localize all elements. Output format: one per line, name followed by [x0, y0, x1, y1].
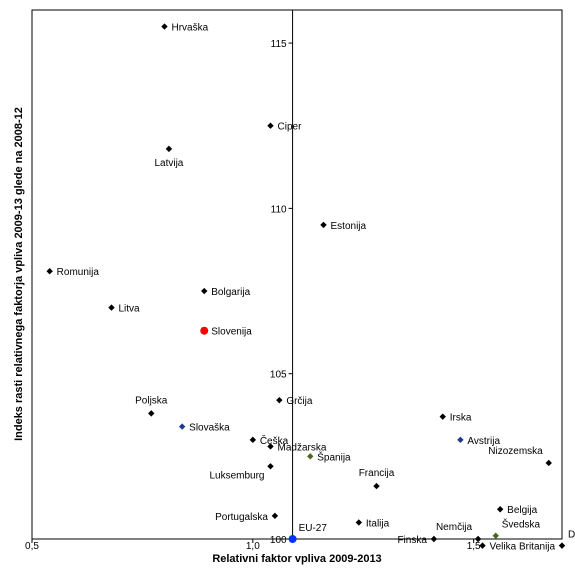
point-group: Velika Britanija [479, 542, 556, 553]
x-tick-label: 1,0 [246, 541, 260, 552]
point-marker [430, 535, 438, 543]
x-tick-label: 1,5 [467, 541, 481, 552]
point-label: Portugalska [215, 512, 268, 523]
point-label: Estonija [331, 221, 367, 232]
point-label: Nemčija [436, 522, 473, 533]
point-marker [496, 506, 504, 513]
point-group: Nizozemska [488, 446, 552, 467]
point-group: Danska [558, 530, 575, 549]
point-label: Litva [119, 304, 141, 315]
point-label: Španija [317, 450, 351, 463]
data-points: Hrvaška Ciper Latvija Estonija Romunija Bolga… [46, 23, 575, 553]
point-label: Latvija [154, 158, 183, 169]
point-group: Slovenija [200, 326, 252, 338]
point-group: Slovaška [178, 423, 230, 434]
point-marker [276, 396, 283, 404]
point-label: Grčija [286, 396, 313, 407]
point-group: Ciper [267, 122, 302, 133]
point-marker [249, 436, 257, 444]
point-marker [457, 436, 464, 444]
point-marker [439, 413, 446, 420]
point-marker [267, 463, 274, 470]
point-marker [355, 519, 363, 526]
point-marker [373, 482, 380, 490]
point-label: Nizozemska [488, 446, 543, 457]
point-marker [479, 542, 486, 549]
point-marker [474, 535, 482, 543]
point-group: Litva [108, 304, 140, 315]
point-marker [201, 287, 208, 295]
point-marker [288, 535, 297, 543]
axes: 0,5 1,0 1,5 100 105 110 115 [25, 10, 562, 552]
point-label: Hrvaška [172, 23, 209, 34]
point-label: EU-27 [299, 523, 328, 534]
point-group: Luksemburg [209, 463, 274, 481]
point-label: Ciper [278, 122, 303, 133]
point-group: Romunija [46, 267, 99, 278]
point-marker [46, 267, 53, 275]
point-marker [307, 453, 314, 460]
point-label: Avstrija [467, 436, 500, 447]
point-label: Velika Britanija [490, 542, 556, 553]
point-marker [161, 23, 168, 30]
x-tick-label: 0,5 [25, 541, 39, 552]
point-marker [178, 423, 186, 430]
point-group: Češka [249, 434, 289, 447]
point-marker [148, 410, 155, 417]
point-group: Finska [397, 535, 438, 546]
point-label: Luksemburg [209, 470, 264, 481]
point-marker [200, 326, 209, 335]
point-label: Italija [366, 518, 390, 529]
point-label: Poljska [135, 395, 168, 406]
point-group: EU-27 [288, 523, 328, 543]
point-group: Avstrija [457, 436, 500, 447]
point-group: Portugalska [215, 512, 279, 523]
point-label: Slovaška [189, 423, 230, 434]
point-group: Hrvaška [161, 23, 209, 34]
point-label: Madžarska [278, 442, 327, 453]
point-group: Švedska [492, 518, 541, 539]
point-group: Bolgarija [201, 287, 251, 298]
point-marker [492, 532, 499, 539]
point-group: Francija [359, 468, 395, 490]
point-group: Irska [439, 413, 472, 424]
point-label: Švedska [502, 518, 541, 531]
point-label: Finska [397, 535, 427, 546]
point-marker [267, 443, 274, 450]
y-axis-title: Indeks rasti relativnega faktorja vpliva… [13, 107, 25, 441]
point-label: Slovenija [211, 327, 252, 338]
point-group: Estonija [320, 221, 367, 232]
point-marker [271, 512, 279, 520]
point-group: Latvija [154, 145, 184, 169]
point-group: Madžarska [267, 442, 327, 453]
point-label: Francija [359, 468, 395, 479]
y-tick-label: 110 [271, 204, 287, 215]
point-marker [267, 122, 274, 129]
point-group: Belgija [496, 505, 538, 516]
point-marker [165, 145, 173, 153]
y-tick-label: 115 [271, 39, 287, 50]
point-marker [320, 221, 327, 229]
point-label: Belgija [507, 505, 537, 516]
point-label: Češka [260, 434, 289, 447]
point-marker [545, 459, 552, 467]
y-tick-label: 100 [270, 535, 287, 546]
point-group: Grčija [276, 396, 313, 407]
point-label: Romunija [57, 267, 100, 278]
point-label: Danska [568, 530, 575, 541]
point-marker [558, 542, 566, 549]
point-group: Španija [307, 450, 351, 463]
point-label: Bolgarija [211, 287, 250, 298]
x-axis-title: Relativni faktor vpliva 2009-2013 [212, 553, 381, 565]
point-group: Poljska [135, 395, 168, 417]
point-group: Nemčija [436, 522, 482, 543]
point-label: Irska [450, 413, 472, 424]
y-tick-label: 105 [270, 370, 287, 381]
point-marker [108, 304, 115, 311]
point-group: Italija [355, 518, 390, 529]
